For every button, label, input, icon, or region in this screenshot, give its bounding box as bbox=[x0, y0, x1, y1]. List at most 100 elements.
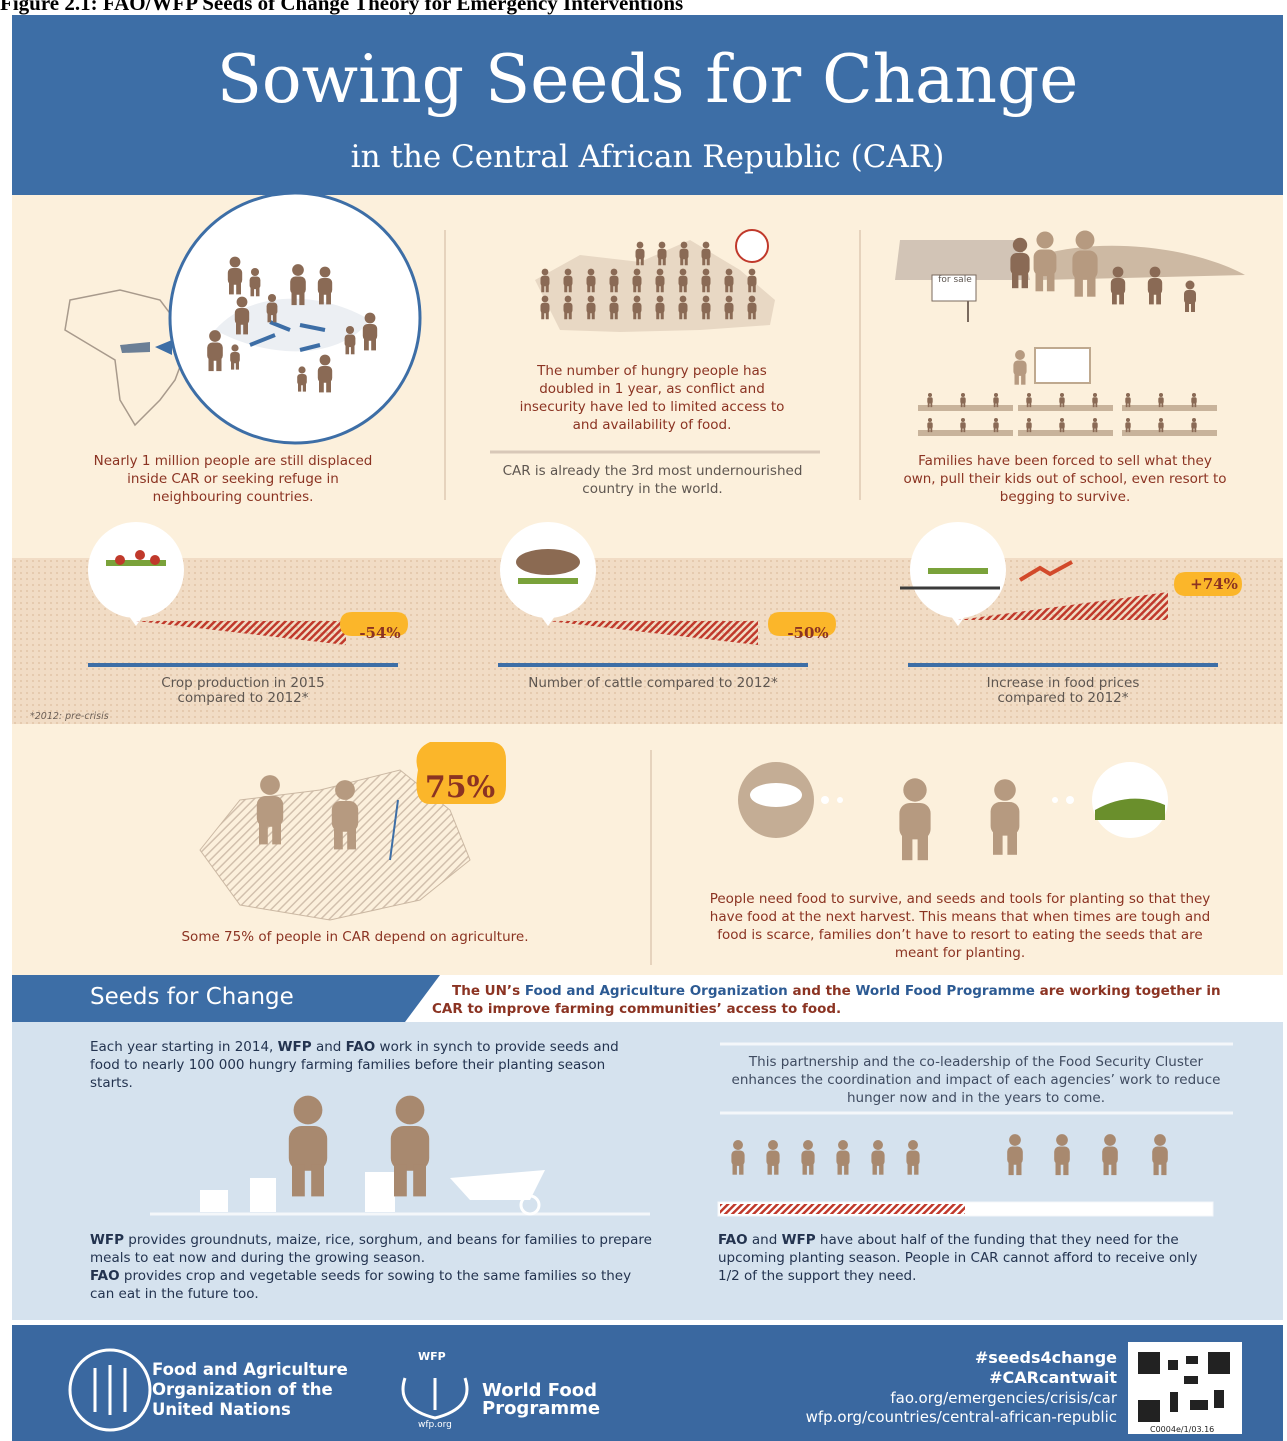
text: provides groundnuts, maize, rice, sorghu… bbox=[90, 1232, 652, 1266]
figure-part bbox=[1185, 302, 1189, 312]
figure-part bbox=[963, 403, 965, 408]
figure-part bbox=[1125, 422, 1130, 428]
link: wfp.org/countries/central-african-republ… bbox=[806, 1408, 1117, 1426]
figure-part bbox=[753, 312, 756, 320]
figure-part bbox=[332, 801, 358, 832]
figure-part bbox=[319, 292, 324, 304]
figure-part bbox=[908, 1164, 912, 1175]
section-heading: Seeds for Change bbox=[90, 984, 294, 1010]
decoration bbox=[1168, 1360, 1178, 1370]
figure-part bbox=[928, 568, 988, 574]
figure-part bbox=[703, 296, 710, 303]
text: and bbox=[312, 1039, 346, 1055]
figure-part bbox=[991, 802, 1020, 836]
figure-part bbox=[960, 397, 965, 403]
figure-part bbox=[251, 287, 255, 296]
figure-part bbox=[1010, 253, 1029, 275]
figure-part bbox=[1102, 1147, 1118, 1165]
agriculture-share: 75% bbox=[420, 770, 500, 805]
figure-part bbox=[1047, 272, 1055, 291]
figure-part bbox=[326, 292, 331, 304]
decoration bbox=[720, 1204, 965, 1214]
figure-part bbox=[1060, 428, 1062, 433]
decoration bbox=[538, 612, 558, 626]
figure-part bbox=[1016, 1162, 1021, 1175]
decoration bbox=[1066, 796, 1074, 804]
org-name: WFP bbox=[782, 1232, 816, 1248]
figure-part bbox=[364, 338, 369, 350]
figure-part bbox=[1104, 1134, 1116, 1146]
figure-part bbox=[703, 269, 710, 276]
decoration bbox=[1170, 1392, 1178, 1412]
wfp-provides: WFP provides groundnuts, maize, rice, so… bbox=[90, 1231, 655, 1267]
figure-part bbox=[150, 555, 160, 565]
text: and bbox=[748, 1232, 782, 1248]
figure-part bbox=[768, 1164, 772, 1175]
decoration bbox=[895, 240, 1030, 280]
figure-part bbox=[730, 312, 733, 320]
figure-part bbox=[1063, 1162, 1068, 1175]
figure-part bbox=[633, 285, 636, 293]
figure-part bbox=[236, 322, 241, 334]
figure-part bbox=[801, 1151, 814, 1166]
figure-part bbox=[1192, 393, 1196, 397]
figure-part bbox=[299, 292, 304, 305]
figure-part bbox=[610, 312, 613, 320]
text: and the bbox=[788, 983, 856, 999]
figure-part bbox=[663, 258, 666, 266]
figure-part bbox=[748, 312, 751, 320]
figure-part bbox=[930, 428, 932, 433]
figure-part bbox=[569, 285, 572, 293]
figure-part bbox=[1158, 397, 1163, 403]
figure-part bbox=[749, 296, 756, 303]
figure-part bbox=[272, 822, 281, 844]
figure-part bbox=[1150, 267, 1161, 278]
figure-part bbox=[351, 345, 355, 354]
figure-part bbox=[207, 343, 223, 361]
figure-part bbox=[960, 422, 965, 428]
figure-part bbox=[1060, 393, 1064, 397]
figure-part bbox=[564, 312, 567, 320]
figure-part bbox=[725, 312, 728, 320]
figure-part bbox=[268, 294, 276, 302]
figure-part bbox=[289, 1126, 327, 1171]
figure-part bbox=[318, 366, 332, 383]
figure-part bbox=[1056, 1134, 1068, 1146]
figure-part bbox=[656, 276, 665, 287]
figure-part bbox=[1191, 302, 1195, 312]
figure-part bbox=[633, 303, 642, 314]
figure-part bbox=[318, 278, 332, 295]
figure-part bbox=[725, 303, 734, 314]
figure-part bbox=[1095, 428, 1097, 433]
figure-part bbox=[1029, 403, 1031, 408]
figure-part bbox=[766, 1151, 779, 1166]
figure-part bbox=[906, 1151, 919, 1166]
figure-part bbox=[1056, 1162, 1061, 1175]
figure-part bbox=[996, 428, 998, 433]
decoration bbox=[1214, 1390, 1224, 1408]
figure-part bbox=[1060, 418, 1064, 422]
figure-part bbox=[1027, 418, 1031, 422]
decoration bbox=[1190, 1400, 1208, 1410]
figure-part bbox=[1029, 428, 1031, 433]
figure-part bbox=[809, 1164, 813, 1175]
figure-part bbox=[326, 380, 331, 392]
figure-part bbox=[541, 303, 550, 314]
figure-part bbox=[656, 285, 659, 293]
figure-part bbox=[963, 428, 965, 433]
figure-part bbox=[1112, 292, 1117, 304]
figure-part bbox=[565, 269, 572, 276]
figure-part bbox=[731, 1151, 744, 1166]
figure-part bbox=[1009, 1134, 1021, 1146]
figure-part bbox=[231, 362, 234, 370]
decoration bbox=[120, 342, 150, 353]
figure-part bbox=[1026, 422, 1031, 428]
price-label: Increase in food prices compared to 2012… bbox=[958, 676, 1168, 706]
figure-part bbox=[1104, 1162, 1109, 1175]
figure-part bbox=[1158, 422, 1163, 428]
figure-part bbox=[1027, 403, 1029, 408]
figure-part bbox=[1076, 231, 1095, 250]
section-intro: The UN’s Food and Agriculture Organizati… bbox=[432, 982, 1252, 1018]
figure-part bbox=[681, 242, 688, 249]
decoration bbox=[1138, 1400, 1160, 1422]
